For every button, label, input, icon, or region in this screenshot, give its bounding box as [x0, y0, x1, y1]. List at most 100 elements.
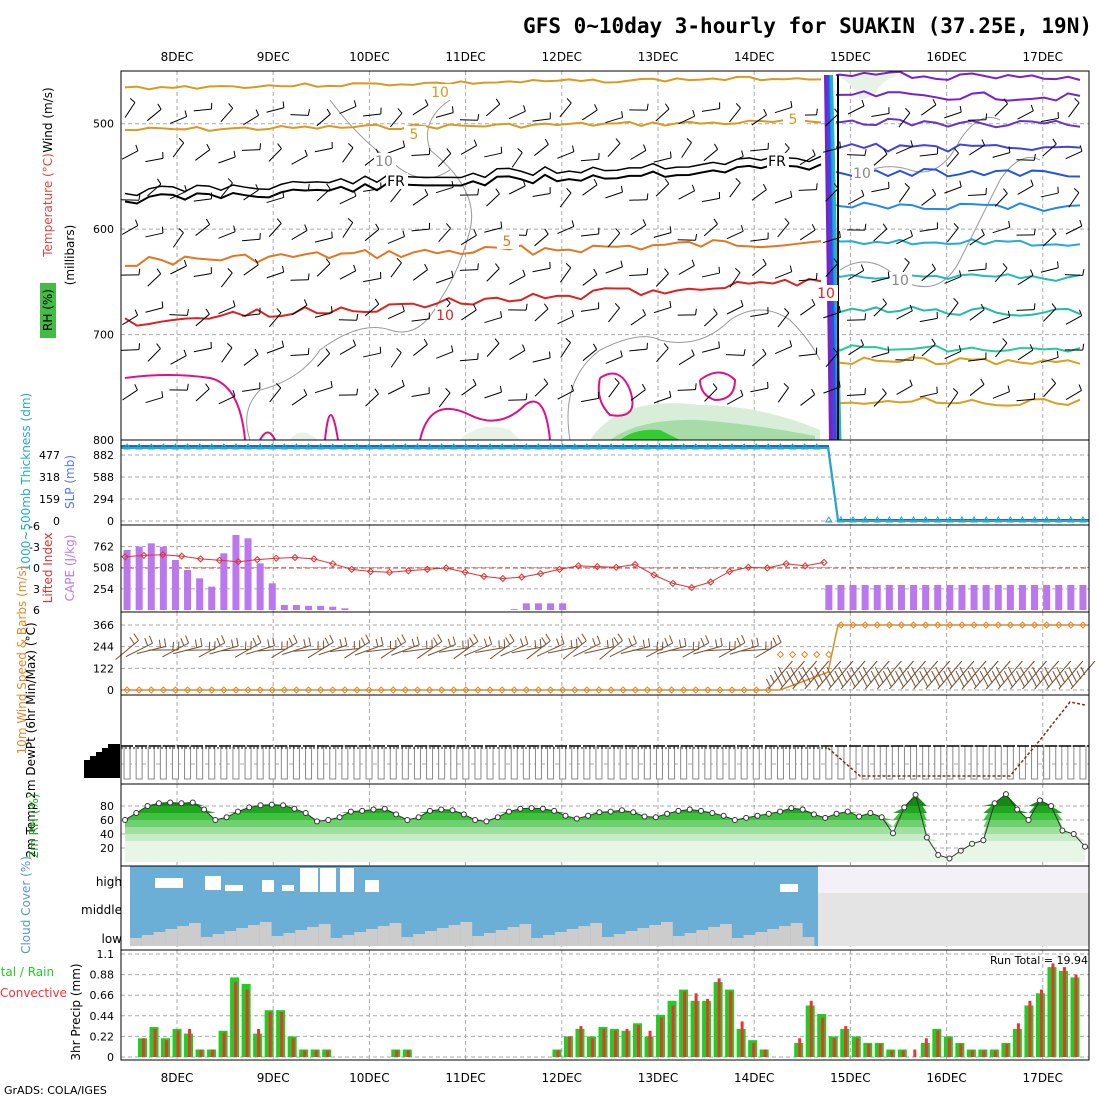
barb-flag: [814, 666, 820, 676]
barb-flag: [1052, 138, 1057, 145]
barb-flag: [909, 304, 913, 312]
barb-flag: [790, 678, 796, 688]
thickness-marker: [461, 443, 470, 450]
li-marker: [650, 571, 658, 579]
wind10-marker: [1018, 621, 1027, 629]
barb-flag: [1052, 670, 1058, 680]
wind-barb: [511, 147, 523, 168]
wind10-marker: [389, 686, 397, 694]
barb-shaft: [121, 274, 139, 276]
precip-convective-bar: [763, 1049, 767, 1057]
barb-flag: [770, 640, 772, 650]
barb-shaft: [823, 311, 841, 319]
wind-barb: [629, 268, 649, 277]
barb-flag: [389, 640, 392, 650]
barb-flag: [963, 674, 969, 684]
wind-barb: [291, 224, 308, 240]
barb-shaft: [968, 268, 986, 272]
li-tick: -6: [29, 520, 40, 533]
cloud-low-bar: [342, 935, 355, 946]
cape-bar: [534, 603, 542, 610]
barb-flag: [380, 107, 382, 114]
wind-barb: [147, 178, 162, 197]
barb-shaft: [193, 347, 212, 353]
barb-flag: [656, 641, 659, 651]
wind10-speed-line: [121, 624, 1089, 691]
barb-shaft: [557, 315, 574, 325]
pressure-tick: 700: [93, 329, 114, 342]
thickness-marker: [619, 443, 628, 450]
precip-convective-bar: [648, 1030, 652, 1057]
barb-shaft: [1040, 117, 1059, 123]
cloud-level-label: high: [96, 875, 122, 889]
temp2m-minmax-bar: [668, 745, 676, 780]
wind-barb: [968, 262, 987, 272]
temp2m-minmax-bar: [801, 745, 809, 780]
barb-flag: [983, 678, 989, 688]
barb-shaft: [534, 308, 549, 322]
barb-shaft: [608, 382, 620, 398]
wind10-marker: [1006, 621, 1015, 629]
li-tick: 3: [33, 583, 40, 596]
wind-barb: [413, 338, 428, 356]
wind-barb: [751, 258, 767, 276]
barb-flag: [642, 309, 647, 316]
barb-flag: [324, 637, 330, 646]
wind10-barb: [1044, 660, 1072, 690]
wind-barb: [798, 272, 818, 282]
wind10-barb: [1020, 660, 1047, 690]
barb-shaft: [777, 387, 789, 403]
barb-shaft: [266, 346, 284, 354]
temp2m-minmax-bar: [280, 745, 288, 780]
barb-flag: [860, 339, 864, 346]
wind-barb: [387, 140, 406, 154]
precip-tick: 1.1: [97, 948, 115, 961]
barb-flag: [1008, 220, 1011, 228]
barb-shaft: [268, 223, 282, 237]
barb-flag: [281, 641, 283, 650]
barb-shaft: [1040, 356, 1059, 364]
barb-flag: [325, 348, 331, 354]
barb-flag: [347, 217, 354, 223]
barb-shaft: [630, 314, 646, 326]
barb-shaft: [390, 352, 402, 368]
barb-flag: [183, 259, 187, 267]
wind10-barb: [802, 660, 830, 690]
barb-flag: [664, 268, 669, 274]
barb-flag: [1072, 674, 1078, 684]
rh2m-marker: [765, 810, 772, 817]
wind10-marker: [147, 686, 155, 694]
wind-barb: [145, 152, 164, 163]
precip-convective-bar: [901, 1050, 905, 1057]
wind-barb: [342, 142, 354, 163]
barb-flag: [878, 674, 884, 684]
precip-convective-bar: [590, 1038, 594, 1057]
barb-flag: [210, 192, 213, 199]
barb-flag: [549, 261, 551, 269]
temp2m-minmax-bar: [1067, 745, 1075, 780]
cloud-area: [818, 893, 1089, 946]
barb-flag: [560, 635, 565, 644]
barb-flag: [326, 108, 331, 115]
wind10-marker: [292, 686, 301, 694]
li-marker: [593, 562, 602, 571]
barb-flag: [1051, 378, 1057, 384]
barb-shaft: [1017, 185, 1034, 195]
cloud-low-bar: [708, 927, 720, 946]
cloud-low-bar: [283, 933, 296, 946]
thickness-marker: [897, 516, 906, 523]
wind-barb: [459, 352, 479, 362]
wind-barb: [919, 386, 938, 398]
precip-convective-bar: [614, 1030, 617, 1057]
temp2m-minmax-bar: [1055, 745, 1063, 780]
wind-barb: [1042, 303, 1057, 322]
li-marker: [555, 565, 564, 574]
barb-shaft: [547, 646, 578, 654]
barb-flag: [839, 141, 841, 148]
cloud-low-bar: [366, 929, 378, 946]
rh2m-marker: [596, 809, 603, 816]
cloud-low-bar: [613, 934, 626, 946]
barb-flag: [317, 641, 319, 650]
barb-flag: [252, 637, 257, 646]
barb-shaft: [534, 233, 549, 247]
